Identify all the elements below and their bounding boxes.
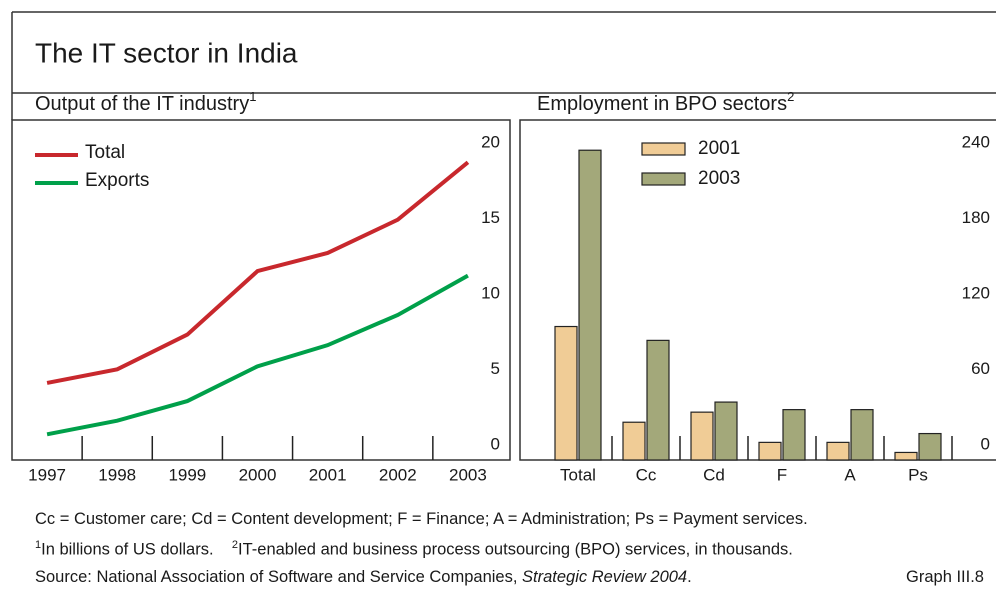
x-tick-label: 1997: [28, 465, 66, 484]
y-tick-label: 240: [962, 132, 990, 151]
y-tick-label: 10: [481, 283, 500, 302]
note: In billions of US dollars.: [41, 540, 214, 559]
y-tick-label: 20: [481, 132, 500, 151]
bar: [554, 325, 578, 461]
x-tick-label: 2002: [379, 465, 417, 484]
note: IT-enabled and business process outsourc…: [238, 540, 793, 559]
plot-frame: [11, 119, 511, 461]
note-mark: 2: [231, 539, 239, 551]
x-tick-label: 2000: [239, 465, 277, 484]
subtitle: Output of the IT industry1: [35, 89, 256, 115]
subtitle-text: Output of the IT industry: [35, 93, 249, 115]
legend-label: Exports: [85, 170, 149, 191]
legend-swatch: [641, 172, 686, 186]
x-tick-label: Cc: [636, 465, 657, 484]
x-tick-label: 2001: [309, 465, 347, 484]
note-mark: 1: [35, 539, 42, 551]
y-tick-label: 120: [962, 283, 990, 302]
x-tick-label: A: [844, 465, 856, 484]
bar: [646, 339, 670, 461]
y-tick-label: 0: [491, 434, 500, 453]
x-tick-label: Cd: [703, 465, 725, 484]
source: Source: National Association of Software…: [35, 568, 692, 587]
bar: [690, 411, 714, 461]
bar: [850, 409, 874, 461]
bar: [918, 432, 942, 461]
x-tick-label: 2003: [449, 465, 487, 484]
bar: [714, 401, 738, 461]
bar: [578, 149, 602, 461]
bar: [758, 441, 782, 461]
line: [46, 160, 470, 385]
source-title: Strategic Review 2004: [522, 568, 688, 586]
bar: [622, 421, 646, 461]
bar: [782, 409, 806, 461]
legend-label: 2003: [698, 168, 740, 189]
legend-label: Total: [85, 142, 125, 163]
graph-label: Graph III.8: [906, 568, 984, 586]
notes: 1In billions of US dollars. 2IT-enabled …: [35, 539, 793, 560]
y-tick-label: 15: [481, 208, 500, 227]
x-tick-label: Ps: [908, 465, 928, 484]
x-tick-label: 1999: [168, 465, 206, 484]
line: [46, 273, 469, 437]
x-tick-label: Total: [560, 465, 596, 484]
y-tick-label: 180: [962, 208, 990, 227]
y-tick-label: 5: [491, 359, 500, 378]
bar: [894, 451, 918, 461]
bar: [826, 441, 850, 461]
legend-swatch: [641, 142, 686, 156]
y-tick-label: 60: [971, 359, 990, 378]
y-tick-label: 0: [981, 434, 990, 453]
subtitle: Employment in BPO sectors2: [537, 89, 794, 115]
x-tick-label: 1998: [98, 465, 136, 484]
abbreviations: Cc = Customer care; Cd = Content develop…: [35, 510, 808, 528]
legend-label: 2001: [698, 138, 740, 159]
subtitle-text: Employment in BPO sectors: [537, 93, 787, 115]
source-prefix: Source: National Association of Software…: [35, 568, 523, 586]
x-tick-label: F: [777, 465, 787, 484]
subtitle-mark: 2: [787, 89, 794, 104]
source-suffix: .: [687, 568, 692, 586]
title: The IT sector in India: [35, 37, 298, 68]
subtitle-mark: 1: [249, 89, 256, 104]
